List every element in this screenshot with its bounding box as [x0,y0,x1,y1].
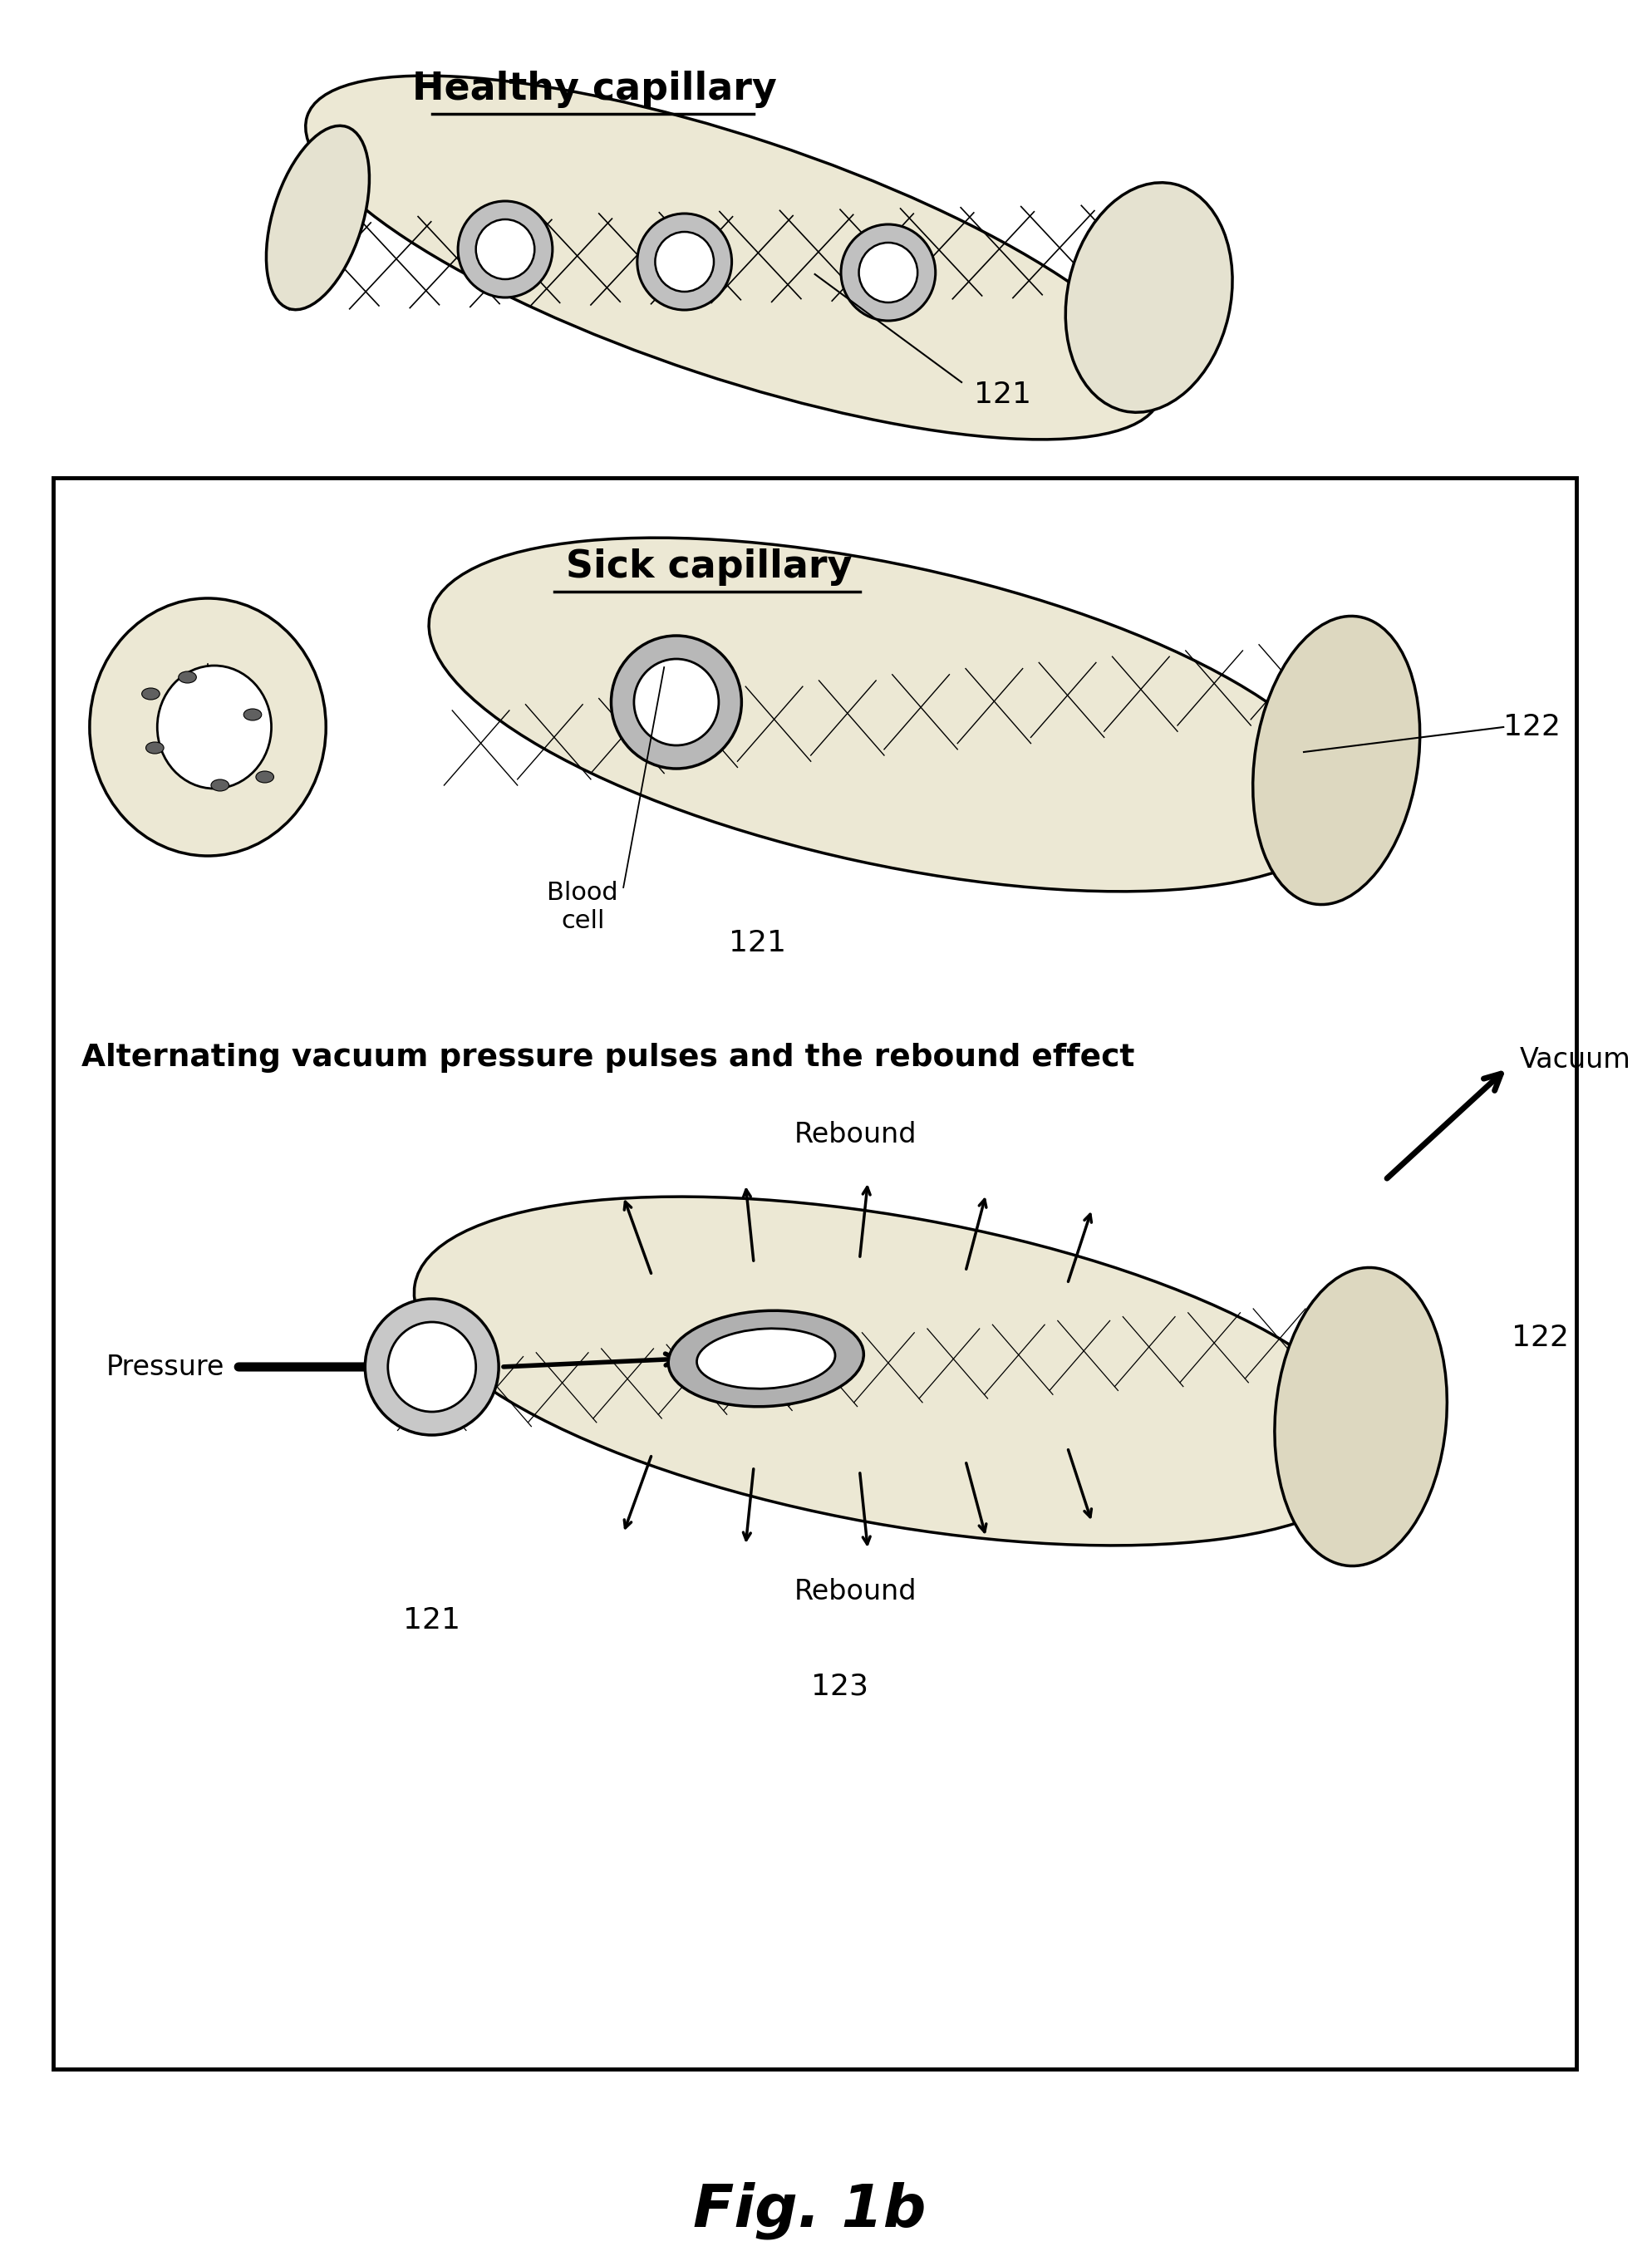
Ellipse shape [89,598,325,857]
Text: Alternating vacuum pressure pulses and the rebound effect: Alternating vacuum pressure pulses and t… [81,1042,1135,1072]
Ellipse shape [157,666,271,789]
Ellipse shape [415,1196,1378,1545]
Ellipse shape [256,770,274,782]
Circle shape [656,231,714,292]
Ellipse shape [1066,184,1232,412]
Text: 123: 123 [811,1672,867,1702]
Text: Blood
cell: Blood cell [547,881,618,934]
Text: Fig. 1b: Fig. 1b [694,2182,927,2239]
Ellipse shape [142,689,160,700]
Text: Vacuum: Vacuum [1520,1045,1631,1074]
Circle shape [859,242,917,301]
Text: Pressure: Pressure [106,1353,225,1380]
Circle shape [841,224,935,322]
Ellipse shape [211,780,230,791]
Circle shape [638,213,732,310]
Ellipse shape [178,671,197,682]
Ellipse shape [1275,1267,1447,1566]
Circle shape [388,1321,476,1412]
Ellipse shape [306,75,1161,440]
Bar [53,478,1576,2069]
Text: Healthy capillary: Healthy capillary [413,70,776,109]
Circle shape [634,659,719,746]
Text: 122: 122 [1512,1323,1569,1353]
Ellipse shape [669,1310,864,1407]
Ellipse shape [430,537,1348,891]
Ellipse shape [243,709,261,721]
Text: Rebound: Rebound [795,1119,917,1149]
Ellipse shape [1252,616,1421,904]
Text: 122: 122 [1503,714,1561,741]
Circle shape [476,220,535,279]
Text: 121: 121 [973,381,1031,408]
Text: Rebound: Rebound [795,1577,917,1604]
Ellipse shape [145,741,164,755]
Ellipse shape [266,125,370,310]
Text: Sick capillary: Sick capillary [567,548,852,587]
Circle shape [365,1298,499,1434]
Circle shape [611,637,742,768]
Ellipse shape [697,1328,836,1389]
Text: 121: 121 [403,1607,461,1634]
Circle shape [458,202,552,297]
Text: 121: 121 [729,929,786,956]
